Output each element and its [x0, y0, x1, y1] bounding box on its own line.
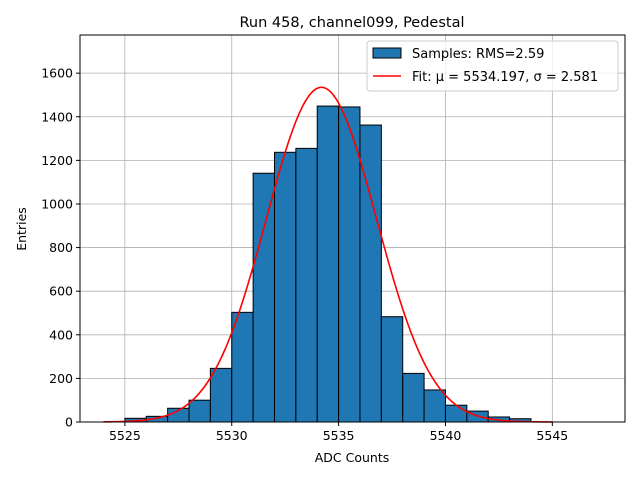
y-tick-label: 1000: [41, 196, 73, 211]
y-tick-label: 400: [49, 327, 73, 342]
legend-fit-label: Fit: μ = 5534.197, σ = 2.581: [412, 70, 598, 85]
histogram-bar: [338, 106, 361, 423]
histogram-bar: [316, 105, 340, 423]
histogram-bar: [273, 151, 297, 423]
y-tick-label: 1400: [41, 109, 73, 124]
axis-ticks: 5525 5530 5535 5540 5545 0 200 400 600 800 1000 120…: [41, 66, 568, 443]
y-tick-label: 1200: [41, 153, 73, 168]
chart-title: Run 458, channel099, Pedestal: [239, 15, 464, 31]
histogram-bar: [295, 147, 318, 423]
fit-curve: [103, 86, 553, 423]
x-tick-label: 5530: [216, 428, 248, 443]
histogram-bar: [402, 372, 425, 423]
x-tick-label: 5525: [109, 428, 141, 443]
y-tick-label: 800: [49, 240, 73, 255]
y-tick-label: 600: [49, 284, 73, 299]
x-tick-label: 5545: [536, 428, 568, 443]
legend-box: [366, 40, 619, 92]
y-tick-label: 1600: [41, 66, 73, 81]
histogram-bar: [209, 367, 233, 423]
legend-histogram-label: Samples: RMS=2.59: [412, 47, 544, 62]
plot-frame: [79, 34, 626, 423]
y-axis-label: Entries: [14, 207, 29, 251]
x-tick-label: 5535: [323, 428, 355, 443]
histogram-bar: [252, 172, 275, 423]
x-axis-label: ADC Counts: [315, 450, 390, 465]
histogram-bar: [231, 311, 254, 423]
histogram-bar: [423, 389, 446, 423]
legend: Samples: RMS=2.59 Fit: μ = 5534.197, σ =…: [366, 40, 619, 92]
histogram-bar: [188, 399, 211, 423]
histogram-bars: [124, 105, 532, 423]
y-tick-label: 200: [49, 371, 73, 386]
legend-histogram-patch: [372, 47, 402, 59]
y-tick-label: 0: [65, 415, 73, 430]
histogram-bar: [444, 404, 468, 423]
histogram-bar: [380, 316, 404, 423]
x-tick-label: 5540: [430, 428, 462, 443]
